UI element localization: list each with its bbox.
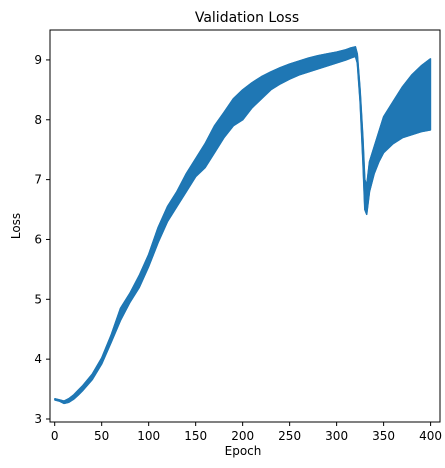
x-tick-label: 100: [137, 429, 160, 443]
x-tick-label: 400: [419, 429, 442, 443]
loss-band: [54, 46, 432, 404]
loss-line-upper: [54, 46, 432, 402]
x-tick-label: 200: [231, 429, 254, 443]
y-tick-label: 5: [34, 292, 42, 306]
x-tick-label: 300: [325, 429, 348, 443]
x-tick-label: 250: [278, 429, 301, 443]
y-tick-label: 3: [34, 412, 42, 426]
chart-title: Validation Loss: [195, 10, 299, 26]
y-tick-label: 6: [34, 232, 42, 246]
x-tick-label: 150: [184, 429, 207, 443]
x-tick-label: 350: [372, 429, 395, 443]
axes-frame: [49, 29, 441, 423]
x-tick-label: 0: [51, 429, 59, 443]
y-tick-label: 8: [34, 113, 42, 127]
loss-line-lower: [54, 55, 431, 405]
y-axis-label: Loss: [9, 213, 23, 239]
x-tick-label: 50: [94, 429, 109, 443]
y-tick-label: 9: [34, 53, 42, 67]
x-axis-ticks: 0 50 100 150 200 250 300 350 400: [51, 422, 442, 443]
x-axis-label: Epoch: [225, 444, 262, 458]
y-tick-label: 7: [34, 173, 42, 187]
y-axis-ticks: 3 4 5 6 7 8 9: [34, 53, 50, 426]
plot-area: [54, 46, 432, 405]
y-tick-label: 4: [34, 352, 42, 366]
